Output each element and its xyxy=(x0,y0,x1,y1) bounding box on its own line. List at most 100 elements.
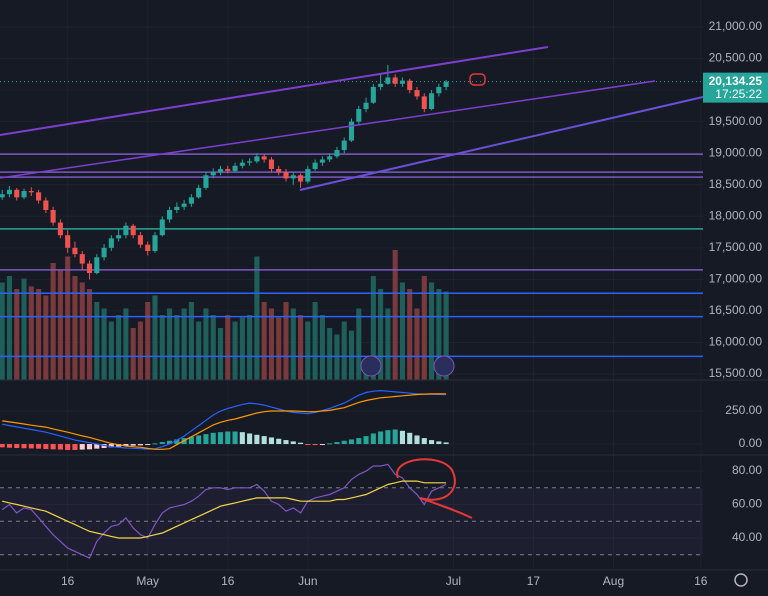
macd-histogram-bar xyxy=(239,432,245,445)
candle-body xyxy=(370,86,376,103)
macd-histogram-bar xyxy=(298,442,304,445)
candle-body xyxy=(6,189,13,195)
candle-body xyxy=(312,162,318,169)
volume-bar xyxy=(174,315,180,380)
x-tick-label: 17 xyxy=(527,574,541,588)
volume-bar xyxy=(21,278,27,380)
macd-histogram-bar xyxy=(137,444,144,446)
macd-histogram-bar xyxy=(152,443,158,445)
volume-bar xyxy=(181,308,187,380)
indicator-line xyxy=(2,393,447,450)
macd-histogram-bar xyxy=(399,430,405,445)
last-price-label: 20,134.25 xyxy=(709,74,763,88)
macd-histogram-bar xyxy=(167,440,173,445)
volume-bar xyxy=(385,308,391,380)
candle-body xyxy=(239,162,245,166)
candle-body xyxy=(363,102,369,110)
macd-histogram-bar xyxy=(283,440,289,445)
y-tick-label: 19,500.00 xyxy=(709,114,763,128)
candle-body xyxy=(167,209,173,220)
volume-bar xyxy=(0,282,5,380)
candle-body xyxy=(86,263,93,274)
macd-histogram-bar xyxy=(94,444,100,449)
candle-body xyxy=(72,247,78,255)
macd-histogram-bar xyxy=(57,444,63,450)
volume-bar xyxy=(356,308,362,380)
macd-histogram-bar xyxy=(21,444,27,449)
macd-histogram-bar xyxy=(414,435,420,445)
macd-histogram-bar xyxy=(101,444,107,449)
volume-bar xyxy=(159,315,165,380)
volume-bar xyxy=(247,315,253,380)
candle-body xyxy=(210,172,216,176)
candle-body xyxy=(421,96,427,110)
event-icon[interactable] xyxy=(433,355,455,377)
indicator-line xyxy=(1,463,447,559)
countdown: 17:25:22 xyxy=(715,87,762,101)
macd-histogram-bar xyxy=(79,444,85,450)
volume-bar xyxy=(130,328,136,380)
volume-bar xyxy=(290,308,296,380)
volume-bar xyxy=(14,289,20,380)
volume-bar xyxy=(217,328,224,380)
candle-body xyxy=(188,197,194,204)
volume-bar xyxy=(429,282,435,380)
candle-body xyxy=(407,80,413,91)
macd-histogram-bar xyxy=(407,432,413,445)
macd-histogram-bar xyxy=(14,444,20,449)
hand-drawn-mark xyxy=(396,458,473,519)
volume-bar xyxy=(203,308,209,380)
macd-histogram-bar xyxy=(50,444,56,450)
y-tick-label: 20,500.00 xyxy=(709,51,763,65)
candle-body xyxy=(79,254,85,264)
candle-body xyxy=(436,86,442,94)
y-tick-label: 40.00 xyxy=(732,530,762,544)
candle-body xyxy=(0,194,5,198)
macd-histogram-bar xyxy=(116,444,122,447)
candle-body xyxy=(276,168,282,173)
macd-histogram-bar xyxy=(378,431,384,445)
volume-bar xyxy=(261,302,267,380)
volume-bar xyxy=(341,321,347,380)
macd-histogram-bar xyxy=(123,444,129,447)
candle-body xyxy=(65,235,71,248)
volume-bar xyxy=(443,291,449,380)
macd-histogram-bar xyxy=(210,432,216,445)
macd-histogram-bar xyxy=(196,435,202,445)
y-tick-label: 17,000.00 xyxy=(709,272,763,286)
y-tick-label: 18,500.00 xyxy=(709,177,763,191)
volume-bar xyxy=(65,256,71,380)
volume-bar xyxy=(108,321,114,380)
macd-histogram-bar xyxy=(72,444,78,450)
indicator-line xyxy=(2,389,447,450)
volume-bar xyxy=(327,328,333,380)
volume-bar xyxy=(101,308,107,380)
macd-histogram-bar xyxy=(327,443,333,445)
macd-histogram-bar xyxy=(392,429,398,445)
macd-histogram-bar xyxy=(276,438,282,445)
settings-icon[interactable] xyxy=(734,573,748,587)
y-tick-label: 250.00 xyxy=(725,403,762,417)
volume-bar xyxy=(421,276,427,380)
volume-bar xyxy=(392,250,398,380)
candle-body xyxy=(268,159,274,169)
candle-body xyxy=(36,192,42,201)
candle-body xyxy=(392,77,398,84)
macd-histogram-bar xyxy=(341,440,347,445)
event-icon[interactable] xyxy=(360,355,382,377)
volume-bar xyxy=(232,321,238,380)
candle-body xyxy=(203,175,209,188)
volume-bar xyxy=(399,282,405,380)
candle-body xyxy=(298,175,304,182)
candle-body xyxy=(356,109,362,122)
candle-body xyxy=(101,247,107,258)
volume-bar xyxy=(276,317,282,380)
y-tick-label: 21,000.00 xyxy=(709,19,763,33)
volume-bar xyxy=(319,315,325,380)
candle-body xyxy=(385,77,391,84)
volume-bar xyxy=(36,289,42,380)
macd-histogram-bar xyxy=(443,442,449,445)
macd-histogram-bar xyxy=(290,441,296,445)
